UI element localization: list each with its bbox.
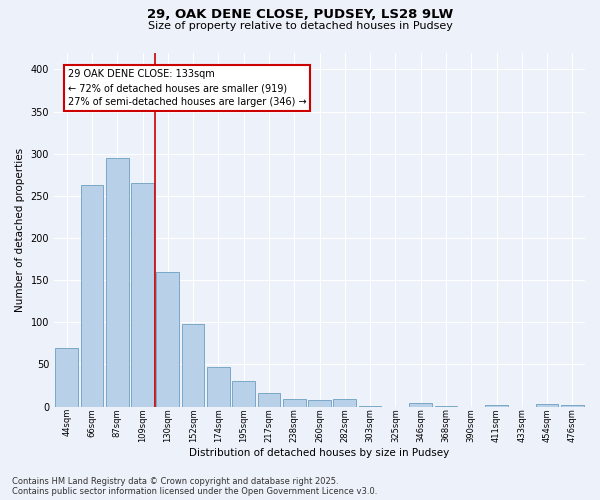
Bar: [106, 158, 128, 406]
Bar: [182, 324, 205, 406]
Text: 29 OAK DENE CLOSE: 133sqm
← 72% of detached houses are smaller (919)
27% of semi: 29 OAK DENE CLOSE: 133sqm ← 72% of detac…: [68, 70, 307, 108]
Bar: [409, 403, 432, 406]
Bar: [536, 404, 559, 406]
Bar: [207, 367, 230, 406]
Text: Size of property relative to detached houses in Pudsey: Size of property relative to detached ho…: [148, 21, 452, 31]
Text: Contains HM Land Registry data © Crown copyright and database right 2025.
Contai: Contains HM Land Registry data © Crown c…: [12, 476, 377, 496]
Bar: [80, 185, 103, 406]
X-axis label: Distribution of detached houses by size in Pudsey: Distribution of detached houses by size …: [190, 448, 449, 458]
Bar: [561, 405, 584, 406]
Bar: [257, 393, 280, 406]
Bar: [283, 399, 305, 406]
Bar: [131, 183, 154, 406]
Bar: [232, 382, 255, 406]
Y-axis label: Number of detached properties: Number of detached properties: [15, 148, 25, 312]
Bar: [485, 405, 508, 406]
Bar: [157, 272, 179, 406]
Bar: [55, 348, 78, 406]
Bar: [334, 399, 356, 406]
Text: 29, OAK DENE CLOSE, PUDSEY, LS28 9LW: 29, OAK DENE CLOSE, PUDSEY, LS28 9LW: [147, 8, 453, 20]
Bar: [308, 400, 331, 406]
